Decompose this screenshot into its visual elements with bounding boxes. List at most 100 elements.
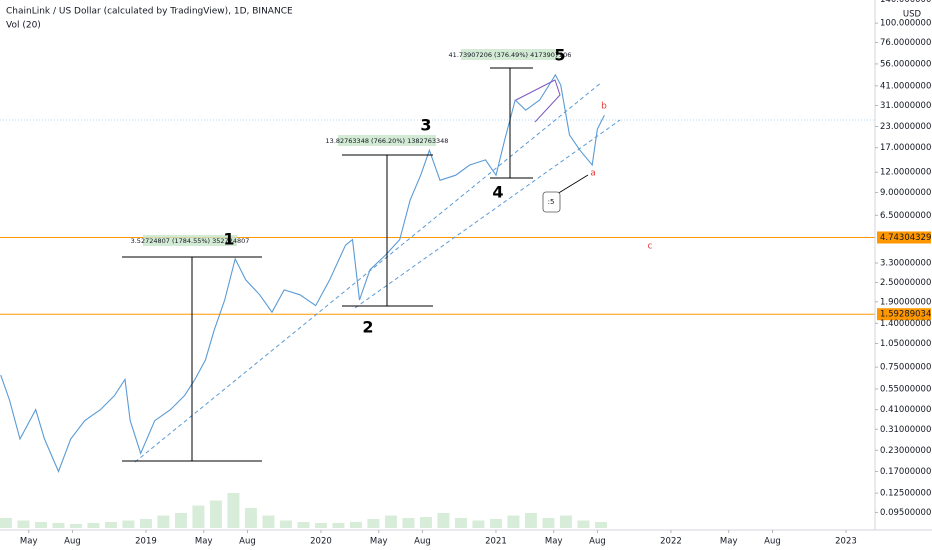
x-tick-label: 2023 (835, 537, 857, 547)
correction-label: b (601, 102, 607, 112)
x-tick-label: Aug (414, 537, 431, 547)
volume-bar (87, 523, 100, 528)
measure-label-bg (461, 49, 559, 60)
correction-label: a (590, 169, 596, 179)
wedge-pattern (515, 79, 561, 123)
volume-bar (122, 520, 135, 528)
x-tick-label: May (20, 537, 38, 547)
level-tag (877, 231, 931, 244)
y-tick-label: 1.40000000 (880, 319, 931, 329)
level-label: 1.59289034 (880, 310, 931, 320)
x-tick-label: Aug (239, 537, 256, 547)
callout-box (542, 191, 561, 213)
y-tick-label: 17.00000000 (880, 143, 932, 153)
volume-bar (279, 520, 292, 528)
y-tick-label: 0.31000000 (880, 425, 931, 435)
trend-line (354, 119, 621, 309)
x-tick-label: 2020 (310, 537, 332, 547)
volume-bar (437, 513, 450, 528)
trend-line (134, 81, 603, 463)
volume-bar (192, 505, 205, 528)
price-line (0, 73, 605, 473)
correction-label: c (648, 242, 653, 252)
y-tick-label: 100.00000000 (880, 19, 932, 29)
volume-bar (17, 520, 30, 528)
y-tick-label: 56.00000000 (880, 59, 932, 69)
y-tick-label: 1.05000000 (880, 339, 931, 349)
x-tick-label: May (370, 537, 388, 547)
volume-bar (419, 517, 432, 528)
currency-label: USD (903, 10, 922, 20)
volume-bar (227, 493, 240, 528)
indicator-label: Vol (20) (6, 21, 41, 31)
level-label: 4.74304329 (880, 233, 931, 243)
y-tick-label: 0.75000000 (880, 363, 931, 373)
volume-bar (332, 523, 345, 528)
y-tick-label: 0.17000000 (880, 467, 931, 477)
wave-label: 5 (554, 46, 565, 65)
measure-label: 41.73907206 (376.49%) 4173907206 (449, 51, 572, 59)
level-tag (877, 308, 931, 321)
x-tick-label: 2019 (135, 537, 157, 547)
measure-brackets (122, 67, 533, 462)
volume-bar (454, 518, 467, 528)
y-tick-label: 0.23000000 (880, 446, 931, 456)
wave-label: 3 (420, 116, 431, 135)
wave-label: 1 (223, 230, 234, 249)
x-tick-label: 2022 (660, 537, 682, 547)
y-tick-label: 2.50000000 (880, 278, 931, 288)
y-tick-label: 9.00000000 (880, 188, 931, 198)
volume-bar (314, 523, 327, 528)
chart-title: ChainLink / US Dollar (calculated by Tra… (6, 7, 293, 17)
volume-bar (209, 500, 222, 528)
volume-bar (384, 515, 397, 528)
x-tick-label: Aug (64, 537, 81, 547)
y-tick-label: 3.30000000 (880, 258, 931, 268)
volume-bar (0, 518, 12, 528)
volume-bar (157, 515, 170, 528)
x-tick-label: Aug (589, 537, 606, 547)
measure-label-bg (338, 135, 436, 146)
volume-bar (52, 523, 65, 528)
y-tick-label: 31.00000000 (880, 101, 932, 111)
x-tick-label: 2021 (485, 537, 507, 547)
volume-bar (472, 520, 485, 528)
volume-bar (297, 522, 310, 528)
volume-bar (34, 522, 47, 528)
volume-bar (402, 518, 415, 528)
y-tick-label: 6.50000000 (880, 211, 931, 221)
volume-bar (69, 524, 82, 528)
x-tick-label: May (195, 537, 213, 547)
wave-label: 2 (362, 318, 373, 337)
callout-text: :5 (548, 198, 555, 206)
y-tick-label: 41.00000000 (880, 81, 932, 91)
volume-bar (594, 522, 607, 528)
x-tick-label: May (720, 537, 738, 547)
wave-label: 4 (492, 183, 503, 202)
measure-label: 13.82763348 (766.20%) 1382763348 (326, 137, 449, 145)
y-tick-label: 0.41000000 (880, 405, 931, 415)
y-tick-label: 0.12500000 (880, 489, 931, 499)
volume-bar (262, 515, 275, 528)
plot-area (0, 73, 875, 528)
volume-bar (104, 522, 117, 528)
y-tick-label: 12.00000000 (880, 168, 932, 178)
x-tick-label: May (545, 537, 563, 547)
y-tick-label: 23.00000000 (880, 122, 932, 132)
y-tick-label: 0.55000000 (880, 384, 931, 394)
volume-bar (489, 519, 502, 528)
axis-layer: 4.74304329 1.59289034 140.00000000 100.0000… (20, 0, 932, 547)
volume-bar (244, 508, 257, 528)
volume-bar (367, 519, 380, 528)
volume-bar (349, 522, 362, 528)
y-tick-label: 76.00000000 (880, 38, 932, 48)
x-tick-label: Aug (764, 537, 781, 547)
volume-bar (139, 519, 152, 528)
volume-bar (542, 518, 555, 528)
volume-bar (174, 513, 187, 528)
callout-arrow (556, 174, 589, 195)
volume-bar (524, 513, 537, 528)
volume-bar (559, 515, 572, 528)
